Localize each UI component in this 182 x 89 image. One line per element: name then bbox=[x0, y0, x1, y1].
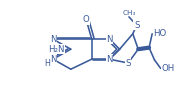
Text: S: S bbox=[134, 21, 139, 30]
Text: CH₃: CH₃ bbox=[122, 10, 136, 16]
Text: H₂N: H₂N bbox=[48, 45, 64, 54]
Text: N: N bbox=[50, 55, 56, 64]
Text: OH: OH bbox=[161, 64, 175, 73]
Text: N: N bbox=[50, 35, 56, 44]
Text: S: S bbox=[125, 59, 131, 68]
Text: N: N bbox=[106, 55, 113, 64]
Text: HO: HO bbox=[153, 29, 166, 38]
Text: O: O bbox=[83, 15, 90, 24]
Text: N: N bbox=[106, 35, 113, 44]
Text: H: H bbox=[44, 59, 50, 68]
